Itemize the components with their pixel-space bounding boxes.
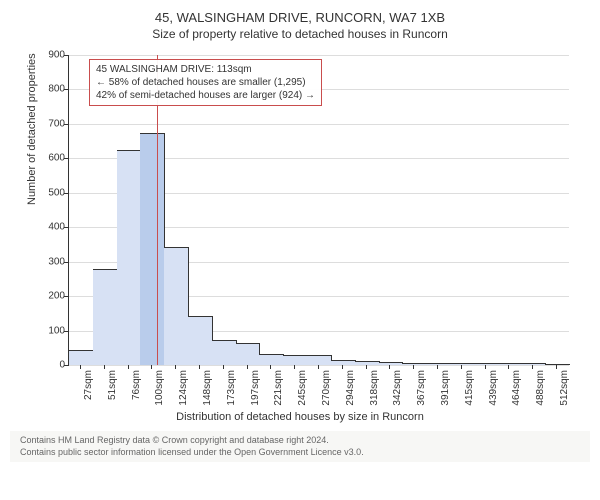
xtick-mark: [389, 365, 390, 369]
histogram-bar: [474, 363, 499, 365]
ytick-mark: [64, 158, 68, 159]
histogram-bar: [498, 363, 523, 365]
histogram-bar: [283, 355, 308, 365]
xtick-mark: [366, 365, 367, 369]
xtick-label: 27sqm: [83, 370, 94, 400]
xtick-mark: [199, 365, 200, 369]
xtick-label: 148sqm: [202, 370, 213, 406]
histogram-bar: [164, 247, 189, 365]
xtick-mark: [318, 365, 319, 369]
xtick-mark: [104, 365, 105, 369]
xtick-label: 318sqm: [369, 370, 380, 406]
xtick-mark: [223, 365, 224, 369]
chart-subtitle: Size of property relative to detached ho…: [10, 27, 590, 41]
ytick-label: 700: [35, 118, 65, 129]
histogram-bar: [379, 362, 404, 365]
xtick-label: 464sqm: [511, 370, 522, 406]
ytick-mark: [64, 365, 68, 366]
histogram-bar: [355, 361, 380, 365]
gridline: [69, 365, 569, 366]
ytick-mark: [64, 193, 68, 194]
ytick-mark: [64, 296, 68, 297]
xtick-label: 51sqm: [107, 370, 118, 400]
ytick-label: 600: [35, 153, 65, 164]
footer-line: Contains HM Land Registry data © Crown c…: [20, 435, 580, 447]
xtick-label: 100sqm: [154, 370, 165, 406]
ytick-label: 300: [35, 256, 65, 267]
xtick-label: 367sqm: [416, 370, 427, 406]
ytick-mark: [64, 262, 68, 263]
chart-title: 45, WALSINGHAM DRIVE, RUNCORN, WA7 1XB: [10, 10, 590, 25]
chart-container: Number of detached properties 45 WALSING…: [20, 45, 580, 425]
gridline: [69, 124, 569, 125]
xtick-mark: [151, 365, 152, 369]
xtick-mark: [175, 365, 176, 369]
ytick-mark: [64, 55, 68, 56]
xtick-label: 124sqm: [178, 370, 189, 406]
xtick-label: 270sqm: [321, 370, 332, 406]
histogram-bar: [236, 343, 261, 365]
xtick-label: 415sqm: [464, 370, 475, 406]
footer-attribution: Contains HM Land Registry data © Crown c…: [10, 431, 590, 462]
ytick-label: 800: [35, 84, 65, 95]
xtick-mark: [556, 365, 557, 369]
annotation-box: 45 WALSINGHAM DRIVE: 113sqm← 58% of deta…: [89, 59, 322, 106]
xtick-label: 76sqm: [131, 370, 142, 400]
xtick-mark: [413, 365, 414, 369]
ytick-label: 100: [35, 325, 65, 336]
xtick-mark: [532, 365, 533, 369]
histogram-bar: [212, 340, 237, 365]
histogram-bar: [331, 360, 356, 365]
ytick-label: 500: [35, 187, 65, 198]
histogram-bar: [402, 363, 427, 365]
histogram-bar: [188, 316, 213, 365]
histogram-bar: [93, 269, 118, 365]
footer-line: Contains public sector information licen…: [20, 447, 580, 459]
histogram-bar: [69, 350, 94, 365]
histogram-bar: [307, 355, 332, 365]
ytick-mark: [64, 331, 68, 332]
xtick-mark: [461, 365, 462, 369]
xtick-label: 512sqm: [559, 370, 570, 406]
ytick-label: 0: [35, 360, 65, 371]
ytick-label: 400: [35, 222, 65, 233]
xtick-label: 439sqm: [488, 370, 499, 406]
ytick-mark: [64, 89, 68, 90]
xtick-label: 294sqm: [345, 370, 356, 406]
xtick-mark: [342, 365, 343, 369]
xtick-label: 342sqm: [392, 370, 403, 406]
histogram-bar: [117, 150, 142, 365]
xtick-mark: [437, 365, 438, 369]
histogram-bar: [426, 363, 451, 365]
plot-area: 45 WALSINGHAM DRIVE: 113sqm← 58% of deta…: [68, 55, 569, 366]
xtick-label: 488sqm: [535, 370, 546, 406]
histogram-bar: [140, 133, 165, 365]
xtick-label: 391sqm: [440, 370, 451, 406]
xtick-label: 173sqm: [226, 370, 237, 406]
xtick-mark: [270, 365, 271, 369]
annotation-line: ← 58% of detached houses are smaller (1,…: [96, 76, 315, 89]
ytick-label: 900: [35, 50, 65, 61]
xtick-mark: [247, 365, 248, 369]
xtick-label: 245sqm: [297, 370, 308, 406]
xtick-mark: [128, 365, 129, 369]
xtick-label: 221sqm: [273, 370, 284, 406]
xtick-mark: [508, 365, 509, 369]
xtick-mark: [294, 365, 295, 369]
ytick-mark: [64, 227, 68, 228]
xtick-mark: [80, 365, 81, 369]
ytick-mark: [64, 124, 68, 125]
gridline: [69, 55, 569, 56]
histogram-bar: [259, 354, 284, 365]
annotation-line: 45 WALSINGHAM DRIVE: 113sqm: [96, 63, 315, 76]
annotation-line: 42% of semi-detached houses are larger (…: [96, 89, 315, 102]
histogram-bar: [450, 363, 475, 365]
x-axis-label: Distribution of detached houses by size …: [20, 411, 580, 423]
xtick-mark: [485, 365, 486, 369]
histogram-bar: [545, 364, 570, 365]
ytick-label: 200: [35, 291, 65, 302]
histogram-bar: [521, 363, 546, 365]
xtick-label: 197sqm: [250, 370, 261, 406]
